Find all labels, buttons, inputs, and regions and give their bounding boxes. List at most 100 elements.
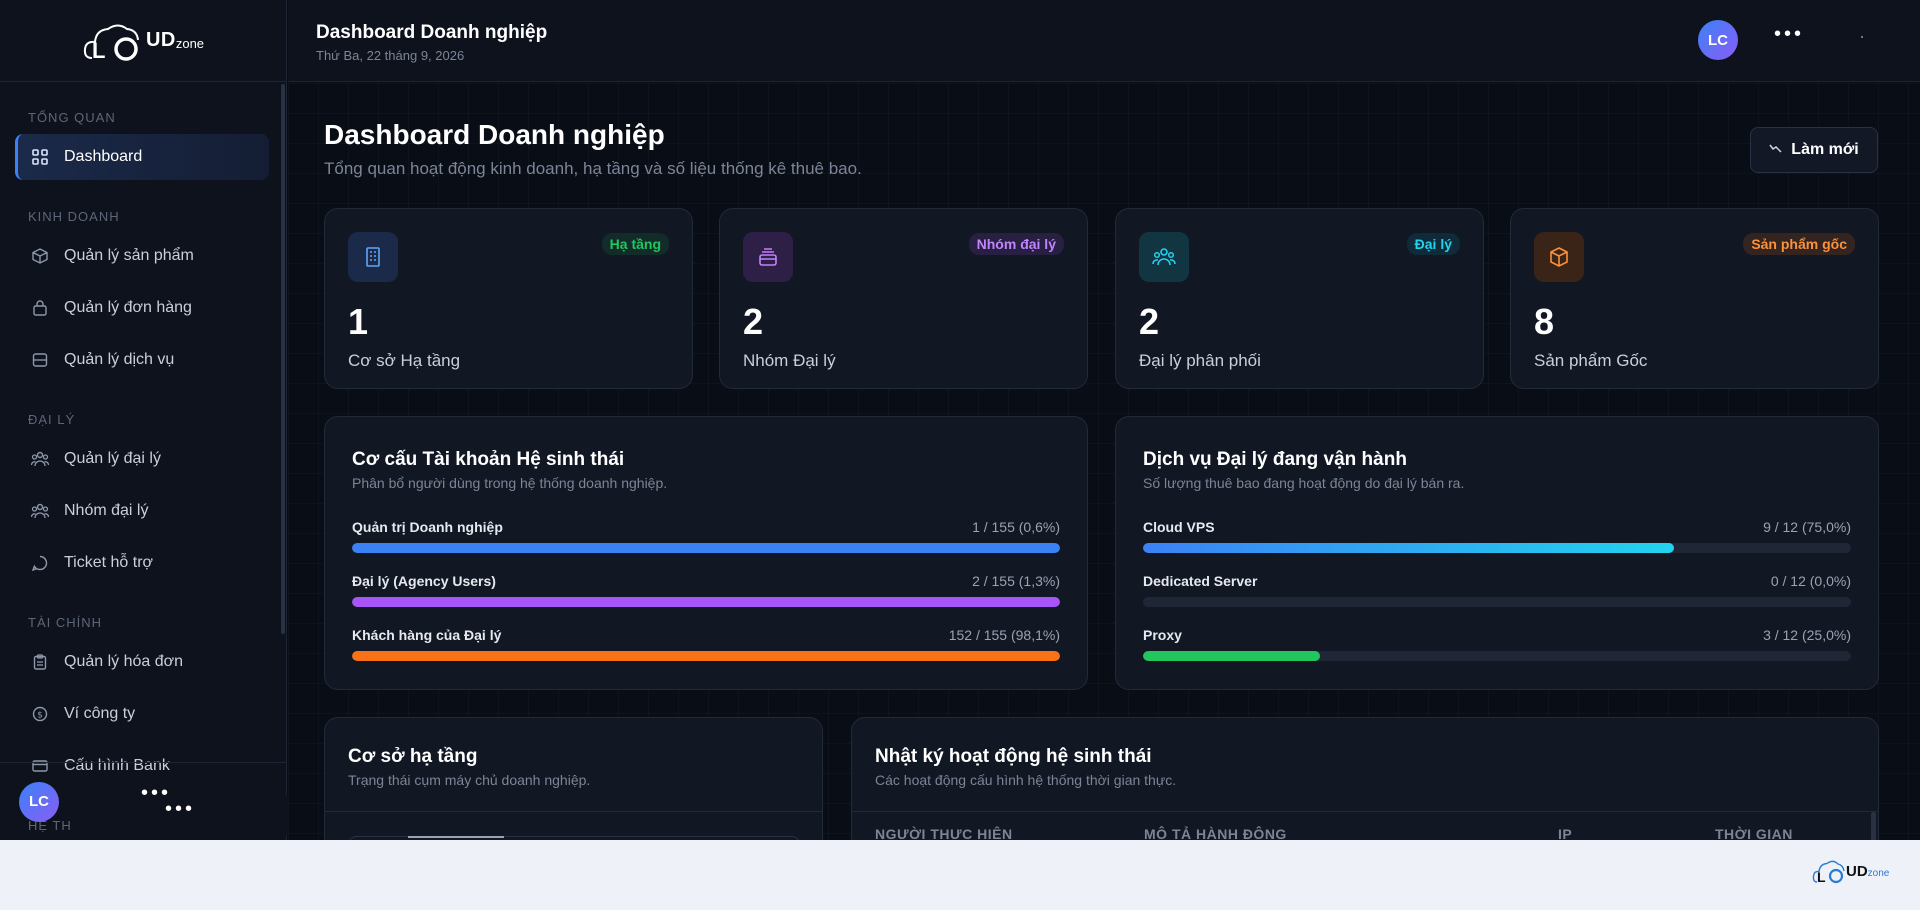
bar-label: Đại lý (Agency Users) [352,573,496,589]
infra-subtitle: Trạng thái cụm máy chủ doanh nghiệp. [348,772,591,788]
group-icon [31,502,49,520]
sidebar-item-products[interactable]: Quản lý sản phẩm [15,233,269,279]
stat-value: 1 [348,301,369,342]
main-content: Dashboard Doanh nghiệp Tổng quan hoạt độ… [288,83,1920,840]
logo-area: L UD zone [0,0,286,82]
sidebar-nav: TỔNG QUAN Dashboard KINH DOANH Quản lý s… [0,82,287,833]
log-scrollbar[interactable] [1871,812,1876,840]
panel-subtitle: Phân bổ người dùng trong hệ thống doanh … [352,475,668,491]
bar-row-proxy: Proxy 3 / 12 (25,0%) [1143,627,1851,667]
stat-badge: Nhóm đại lý [968,233,1064,255]
sidebar-item-label: Ví công ty [64,705,136,722]
sidebar-item-label: Quản lý đại lý [64,450,161,467]
sidebar-item-agency-groups[interactable]: Nhóm đại lý [15,488,269,534]
header-date: Thứ Ba, 22 tháng 9, 2026 [316,48,465,63]
progress-track [1143,651,1851,661]
bar-row-agency-customers: Khách hàng của Đại lý 152 / 155 (98,1%) [352,627,1060,667]
building-icon [348,232,398,282]
cloudzone-watermark-logo: L UD zone [1812,856,1889,886]
stat-card-infrastructure[interactable]: Hạ tầng 1 Cơ sở Hạ tầng [324,208,693,389]
infra-card: Cơ sở hạ tầng Trạng thái cụm máy chủ doa… [324,717,823,840]
sidebar-item-agencies[interactable]: Quản lý đại lý [15,436,269,482]
sidebar-item-tickets[interactable]: Ticket hỗ trợ [15,540,269,586]
user-role-masked: ••• [165,798,196,820]
column-header-ip[interactable]: IP [1558,826,1573,840]
divider [852,811,1878,812]
accounts-panel: Cơ cấu Tài khoản Hệ sinh thái Phân bổ ng… [324,416,1088,690]
progress-fill [352,651,1060,661]
sidebar: L UD zone TỔNG QUAN Dashboard KINH DOANH… [0,0,304,840]
progress-fill [352,543,1060,553]
refresh-icon [1769,142,1783,159]
stat-label: Cơ sở Hạ tầng [348,351,461,370]
clipboard-icon [31,653,49,671]
sidebar-item-wallet[interactable]: $ Ví công ty [15,691,269,737]
user-info-box: ••• [72,795,304,835]
logo-mark: L [1817,869,1826,885]
column-header-action[interactable]: MÔ TẢ HÀNH ĐỘNG [1144,826,1287,840]
bar-row-cloud-vps: Cloud VPS 9 / 12 (75,0%) [1143,519,1851,559]
sidebar-item-invoices[interactable]: Quản lý hóa đơn [15,639,269,685]
column-header-time[interactable]: THỜI GIAN [1715,826,1793,840]
sidebar-item-orders[interactable]: Quản lý đơn hàng [15,285,269,331]
stat-card-root-products[interactable]: Sản phẩm gốc 8 Sản phẩm Gốc [1510,208,1879,389]
progress-track [352,651,1060,661]
header-menu-dot[interactable] [1861,36,1863,38]
logo-ud: UD [145,29,176,51]
bag-icon [31,299,49,317]
sidebar-scrollbar[interactable] [281,84,285,634]
sidebar-item-label: Quản lý dịch vụ [64,351,175,368]
infra-cluster-indicator [408,836,504,838]
grid-icon [31,148,49,166]
stat-card-agencies[interactable]: Đại lý 2 Đại lý phân phối [1115,208,1484,389]
log-subtitle: Các hoạt động cấu hình hệ thống thời gia… [875,772,1177,788]
sidebar-item-label: Quản lý sản phẩm [64,247,194,264]
sidebar-item-label: Quản lý đơn hàng [64,299,192,316]
bar-value: 3 / 12 (25,0%) [1763,627,1851,643]
panel-subtitle: Số lượng thuê bao đang hoạt động do đại … [1143,475,1465,491]
server-icon [31,351,49,369]
stat-card-agency-groups[interactable]: Nhóm đại lý 2 Nhóm Đại lý [719,208,1088,389]
column-header-actor[interactable]: NGƯỜI THỰC HIỆN [875,826,1013,840]
stat-label: Sản phẩm Gốc [1534,351,1648,370]
panel-title: Cơ cấu Tài khoản Hệ sinh thái [352,449,625,470]
chat-icon [31,554,49,572]
infra-title: Cơ sở hạ tầng [348,746,478,767]
activity-log-card: Nhật ký hoạt động hệ sinh thái Các hoạt … [851,717,1879,840]
bar-value: 9 / 12 (75,0%) [1763,519,1851,535]
cube-icon [1534,232,1584,282]
progress-fill [1143,651,1320,661]
cloudzone-logo[interactable]: L UD zone [82,18,204,64]
box-icon [31,247,49,265]
section-title-overview: TỔNG QUAN [28,110,116,125]
bar-value: 1 / 155 (0,6%) [972,519,1060,535]
header-avatar[interactable]: LC [1698,20,1738,60]
app-window: L UD zone TỔNG QUAN Dashboard KINH DOANH… [0,0,1920,840]
stat-badge: Hạ tầng [601,233,669,255]
svg-text:$: $ [37,711,43,721]
sidebar-item-dashboard[interactable]: Dashboard [15,134,269,180]
log-title: Nhật ký hoạt động hệ sinh thái [875,746,1152,767]
refresh-button[interactable]: Làm mới [1750,127,1878,173]
sidebar-item-services[interactable]: Quản lý dịch vụ [15,337,269,383]
progress-track [352,543,1060,553]
bar-row-dedicated-server: Dedicated Server 0 / 12 (0,0%) [1143,573,1851,613]
cloud-icon: L [1812,860,1845,885]
card-icon [31,757,49,775]
bar-label: Proxy [1143,627,1182,643]
sidebar-user[interactable]: LC ••• ••• [0,762,304,840]
bar-label: Quản trị Doanh nghiệp [352,519,503,535]
divider [325,811,822,812]
avatar[interactable]: LC [19,781,59,822]
header-user-masked[interactable]: ••• [1774,23,1805,45]
sidebar-item-label: Dashboard [64,148,143,165]
logo-zone: zone [175,36,205,51]
sidebar-item-bank-config[interactable]: Cấu hình Bank [15,743,269,789]
users-icon [31,450,49,468]
bar-label: Dedicated Server [1143,573,1258,589]
bar-label: Khách hàng của Đại lý [352,627,502,643]
progress-fill [1143,543,1674,553]
infra-cluster-item[interactable] [347,836,801,840]
section-title-agency: ĐẠI LÝ [28,412,76,427]
team-icon [1139,232,1189,282]
